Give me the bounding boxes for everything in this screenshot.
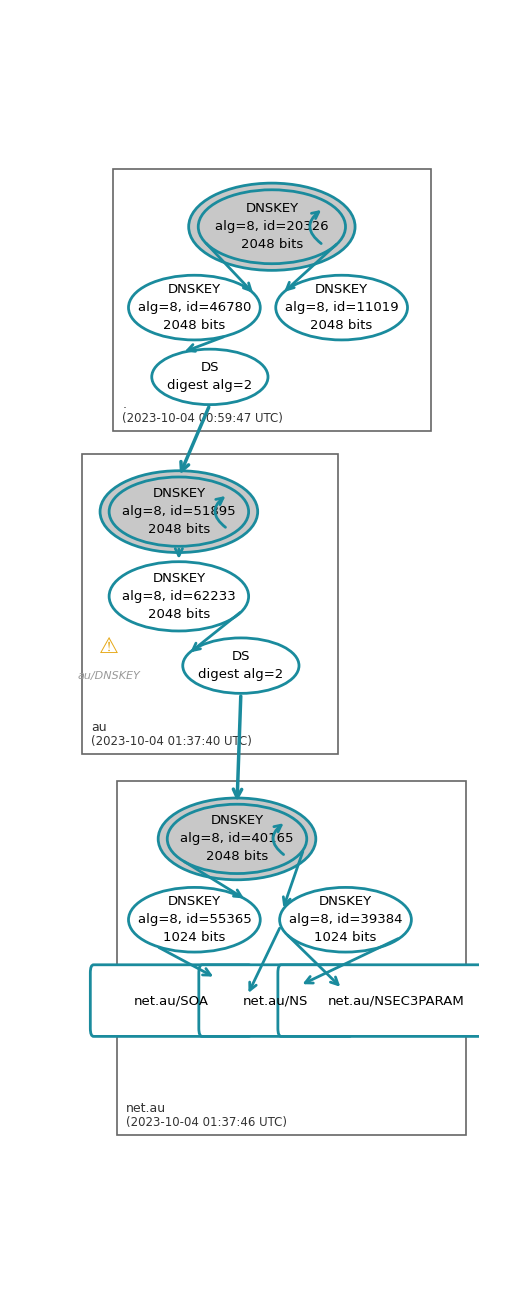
Text: DNSKEY
alg=8, id=46780
2048 bits: DNSKEY alg=8, id=46780 2048 bits [138, 283, 251, 332]
Text: net.au: net.au [126, 1102, 167, 1115]
Text: DNSKEY
alg=8, id=55365
1024 bits: DNSKEY alg=8, id=55365 1024 bits [137, 895, 251, 945]
FancyBboxPatch shape [90, 964, 252, 1036]
Text: net.au/NS: net.au/NS [243, 994, 309, 1008]
FancyBboxPatch shape [278, 964, 514, 1036]
Bar [117, 781, 466, 1135]
Text: .: . [122, 398, 126, 411]
Ellipse shape [109, 562, 248, 631]
FancyBboxPatch shape [199, 964, 353, 1036]
Ellipse shape [100, 471, 257, 552]
Text: DNSKEY
alg=8, id=51895
2048 bits: DNSKEY alg=8, id=51895 2048 bits [122, 487, 236, 537]
Text: (2023-10-04 01:37:40 UTC): (2023-10-04 01:37:40 UTC) [92, 735, 252, 748]
Text: (2023-10-04 00:59:47 UTC): (2023-10-04 00:59:47 UTC) [122, 412, 283, 425]
Text: DS
digest alg=2: DS digest alg=2 [198, 651, 284, 681]
Text: net.au/NSEC3PARAM: net.au/NSEC3PARAM [328, 994, 464, 1008]
Text: DS
digest alg=2: DS digest alg=2 [167, 361, 253, 392]
Ellipse shape [276, 276, 408, 340]
Ellipse shape [280, 887, 411, 953]
Text: net.au/SOA: net.au/SOA [134, 994, 209, 1008]
Ellipse shape [198, 190, 345, 264]
Text: au/DNSKEY: au/DNSKEY [78, 670, 140, 681]
Ellipse shape [109, 478, 248, 546]
Ellipse shape [158, 798, 316, 880]
Ellipse shape [152, 349, 268, 404]
Text: DNSKEY
alg=8, id=40165
2048 bits: DNSKEY alg=8, id=40165 2048 bits [180, 815, 294, 863]
Ellipse shape [167, 804, 307, 874]
Text: DNSKEY
alg=8, id=20326
2048 bits: DNSKEY alg=8, id=20326 2048 bits [215, 202, 329, 251]
Text: DNSKEY
alg=8, id=62233
2048 bits: DNSKEY alg=8, id=62233 2048 bits [122, 572, 236, 621]
Text: ⚠: ⚠ [99, 638, 119, 657]
Text: DNSKEY
alg=8, id=39384
1024 bits: DNSKEY alg=8, id=39384 1024 bits [289, 895, 402, 945]
Text: au: au [92, 722, 107, 735]
Bar [82, 454, 338, 754]
Text: (2023-10-04 01:37:46 UTC): (2023-10-04 01:37:46 UTC) [126, 1117, 287, 1130]
Ellipse shape [189, 184, 355, 270]
Ellipse shape [183, 638, 299, 693]
Ellipse shape [129, 887, 260, 953]
Text: DNSKEY
alg=8, id=11019
2048 bits: DNSKEY alg=8, id=11019 2048 bits [285, 283, 398, 332]
Bar [113, 169, 431, 430]
Ellipse shape [129, 276, 260, 340]
